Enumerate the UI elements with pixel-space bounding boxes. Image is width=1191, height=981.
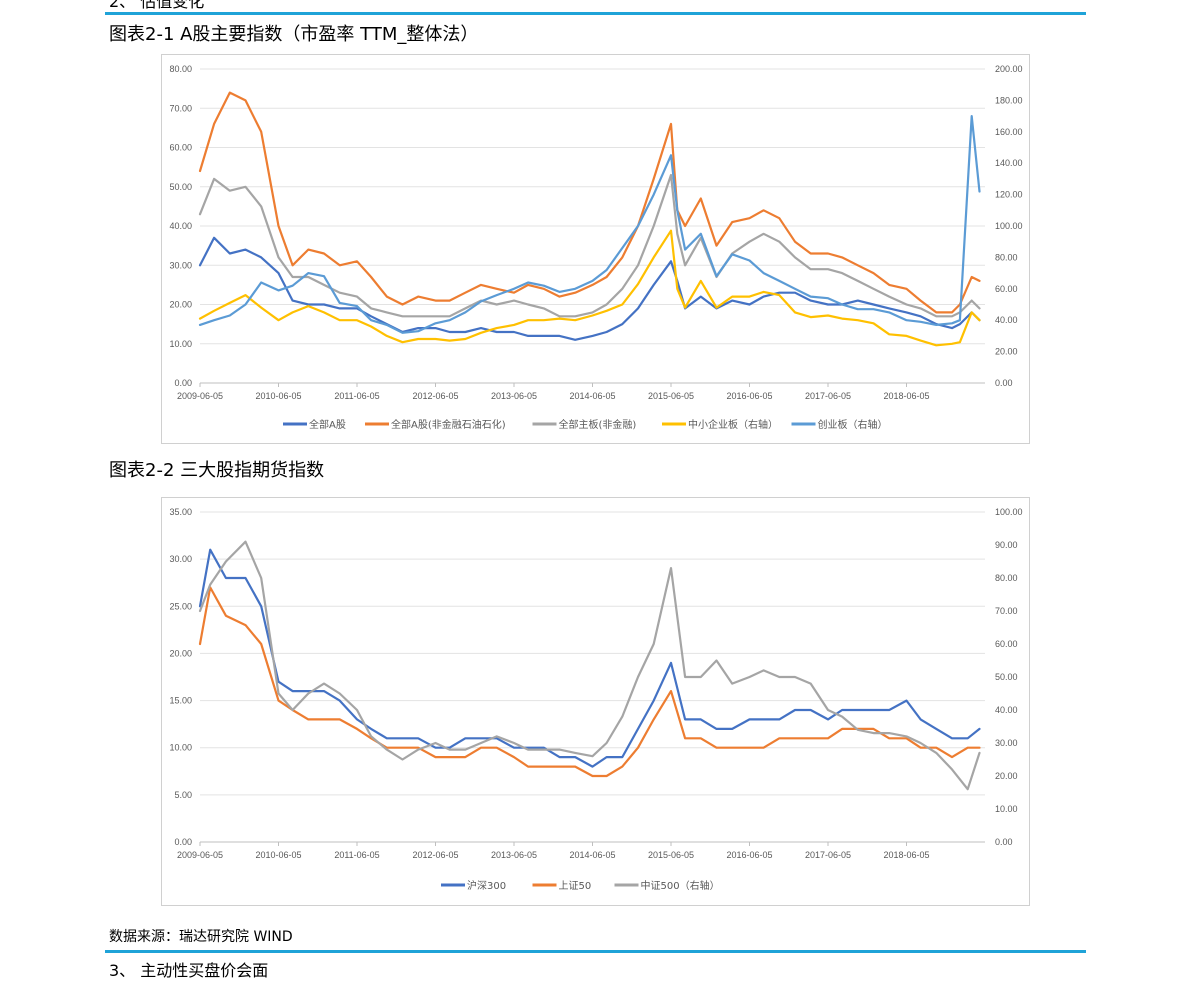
x-tick-label: 2018-06-05 — [883, 391, 929, 401]
top-rule — [105, 12, 1086, 15]
y-right-tick-label: 180.00 — [995, 95, 1023, 105]
y-left-tick-label: 70.00 — [169, 103, 192, 113]
y-left-tick-label: 30.00 — [169, 260, 192, 270]
y-right-tick-label: 60.00 — [995, 284, 1018, 294]
y-left-tick-label: 40.00 — [169, 221, 192, 231]
y-left-tick-label: 0.00 — [174, 837, 192, 847]
x-tick-label: 2017-06-05 — [805, 391, 851, 401]
y-left-tick-label: 0.00 — [174, 378, 192, 388]
x-tick-label: 2009-06-05 — [177, 850, 223, 860]
legend-label: 沪深300 — [467, 879, 506, 892]
legend-label: 全部A股(非金融石油石化) — [391, 418, 506, 431]
y-right-tick-label: 90.00 — [995, 540, 1018, 550]
x-tick-label: 2016-06-05 — [726, 850, 772, 860]
series-line-1 — [198, 236, 981, 341]
x-tick-label: 2011-06-05 — [334, 391, 379, 401]
y-left-tick-label: 10.00 — [169, 339, 192, 349]
y-right-tick-label: 140.00 — [995, 158, 1023, 168]
x-tick-label: 2016-06-05 — [726, 391, 772, 401]
bottom-rule — [105, 950, 1086, 953]
legend-label: 创业板（右轴） — [818, 418, 888, 431]
x-tick-label: 2010-06-05 — [255, 391, 301, 401]
bottom-clipped-heading: 3、 主动性买盘价会面 — [109, 961, 269, 980]
y-right-tick-label: 160.00 — [995, 127, 1023, 137]
y-right-tick-label: 0.00 — [995, 378, 1013, 388]
x-tick-label: 2013-06-05 — [491, 850, 537, 860]
top-clipped-heading: 2、 估值变化 — [109, 0, 205, 11]
x-tick-label: 2009-06-05 — [177, 391, 223, 401]
y-right-tick-label: 20.00 — [995, 771, 1018, 781]
series-line-2 — [198, 586, 981, 778]
series-line-4 — [198, 229, 981, 347]
series-line-3 — [198, 173, 981, 318]
legend-label: 上证50 — [559, 880, 592, 892]
chart-1-plot: 0.00 10.00 20.00 30.00 40.00 50.00 60.00 70.00 8… — [169, 64, 1023, 431]
y-right-tick-label: 80.00 — [995, 252, 1018, 262]
chart-1-frame: 0.00 10.00 20.00 30.00 40.00 50.00 60.00 70.00 8… — [161, 54, 1030, 444]
y-right-tick-label: 30.00 — [995, 738, 1018, 748]
y-right-tick-label: 40.00 — [995, 315, 1018, 325]
legend-label: 中小企业板（右轴） — [688, 418, 778, 431]
y-right-tick-label: 60.00 — [995, 639, 1018, 649]
x-tick-label: 2012-06-05 — [412, 391, 458, 401]
x-tick-label: 2014-06-05 — [569, 850, 615, 860]
x-tick-label: 2014-06-05 — [569, 391, 615, 401]
chart-2-plot: 0.00 5.00 10.00 15.00 20.00 25.00 30.00 35.00 0.… — [169, 507, 1023, 892]
y-left-tick-label: 30.00 — [169, 554, 192, 564]
legend-label: 中证500（右轴） — [641, 879, 720, 892]
y-right-tick-label: 20.00 — [995, 347, 1018, 357]
series-line-2 — [198, 91, 981, 314]
x-tick-label: 2015-06-05 — [648, 850, 694, 860]
y-left-tick-label: 60.00 — [169, 143, 192, 153]
x-tick-label: 2018-06-05 — [883, 850, 929, 860]
y-left-tick-label: 50.00 — [169, 182, 192, 192]
figure-1-title: 图表2-1 A股主要指数（市盈率 TTM_整体法） — [109, 24, 479, 45]
y-left-tick-label: 10.00 — [169, 743, 192, 753]
y-right-tick-label: 10.00 — [995, 804, 1018, 814]
y-right-tick-label: 200.00 — [995, 64, 1023, 74]
y-right-tick-label: 40.00 — [995, 705, 1018, 715]
y-left-tick-label: 20.00 — [169, 648, 192, 658]
x-tick-label: 2012-06-05 — [412, 850, 458, 860]
series-line-5 — [198, 114, 981, 334]
y-left-tick-label: 15.00 — [169, 696, 192, 706]
y-right-tick-label: 0.00 — [995, 837, 1013, 847]
y-left-tick-label: 35.00 — [169, 507, 192, 517]
chart-2-frame: 0.00 5.00 10.00 15.00 20.00 25.00 30.00 35.00 0.… — [161, 497, 1030, 906]
x-tick-label: 2017-06-05 — [805, 850, 851, 860]
y-left-tick-label: 25.00 — [169, 601, 192, 611]
legend-label: 全部主板(非金融) — [559, 418, 637, 431]
y-right-tick-label: 70.00 — [995, 606, 1018, 616]
x-tick-label: 2011-06-05 — [334, 850, 379, 860]
x-tick-label: 2013-06-05 — [491, 391, 537, 401]
y-right-tick-label: 120.00 — [995, 190, 1023, 200]
series-line-3 — [198, 540, 981, 791]
y-right-tick-label: 80.00 — [995, 573, 1018, 583]
legend-label: 全部A股 — [309, 418, 346, 431]
x-tick-label: 2010-06-05 — [255, 850, 301, 860]
y-right-tick-label: 100.00 — [995, 221, 1023, 231]
data-source-note: 数据来源：瑞达研究院 WIND — [109, 929, 293, 945]
figure-2-title: 图表2-2 三大股指期货指数 — [109, 460, 325, 481]
y-left-tick-label: 20.00 — [169, 300, 192, 310]
y-left-tick-label: 80.00 — [169, 64, 192, 74]
y-right-tick-label: 50.00 — [995, 672, 1018, 682]
y-right-tick-label: 100.00 — [995, 507, 1023, 517]
x-tick-label: 2015-06-05 — [648, 391, 694, 401]
series-line-1 — [198, 548, 981, 768]
y-left-tick-label: 5.00 — [174, 790, 192, 800]
